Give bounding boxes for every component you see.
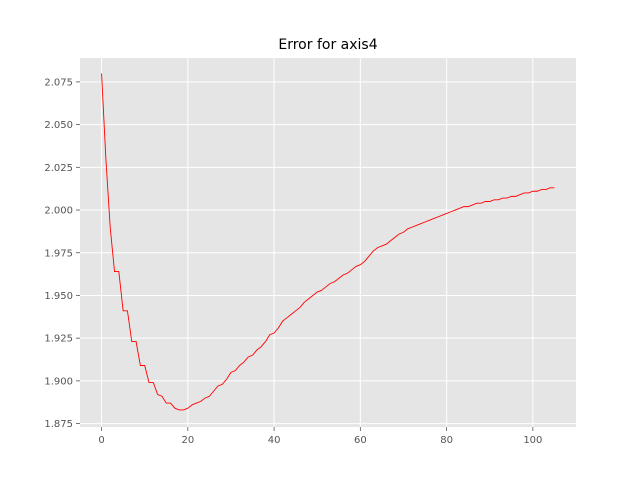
y-tick-label: 1.875: [44, 419, 73, 430]
grid-lines: [80, 58, 576, 427]
series-line: [101, 73, 555, 411]
y-axis-ticks: 1.875 1.900 1.925 1.950 1.975 2.000 2.025 2.050…: [44, 77, 80, 430]
y-tick-label: 1.975: [44, 248, 73, 259]
x-tick-label: 60: [354, 435, 367, 446]
x-axis-ticks: 0 20 40 60 80 100: [98, 427, 542, 446]
y-tick-label: 2.050: [44, 120, 73, 131]
series-layer: [101, 73, 555, 411]
x-tick-label: 0: [98, 435, 104, 446]
y-tick-label: 2.025: [44, 163, 73, 174]
chart-title: Error for axis4: [278, 37, 377, 53]
y-tick-label: 2.000: [44, 206, 73, 217]
y-tick-label: 2.075: [44, 77, 73, 88]
x-tick-label: 20: [181, 435, 194, 446]
x-tick-label: 80: [440, 435, 453, 446]
y-tick-label: 1.900: [44, 376, 73, 387]
plot-area: [80, 58, 576, 427]
x-tick-label: 40: [268, 435, 281, 446]
x-tick-label: 100: [523, 435, 542, 446]
y-tick-label: 1.925: [44, 334, 73, 345]
y-tick-label: 1.950: [44, 291, 73, 302]
